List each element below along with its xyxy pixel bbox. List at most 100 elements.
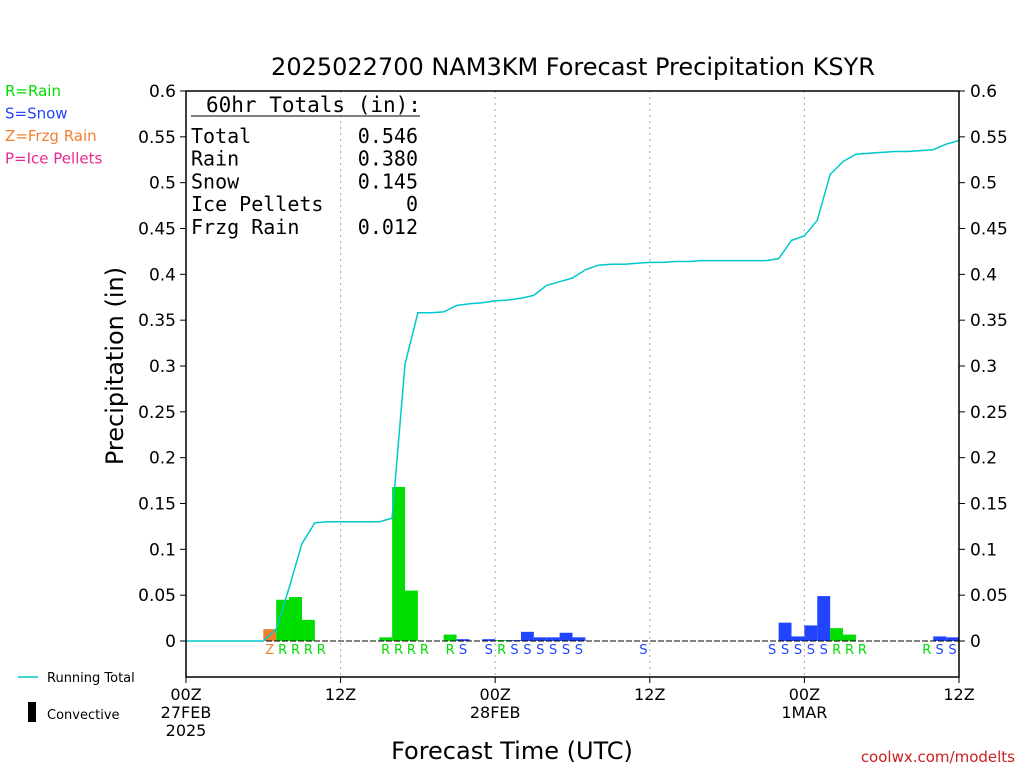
y-tick-label-right: 0.35 — [970, 311, 1008, 331]
precip-type-label: R — [291, 643, 300, 658]
precip-bar — [804, 625, 818, 641]
totals-label: Frzg Rain — [191, 215, 299, 239]
totals-label: Ice Pellets — [191, 192, 323, 216]
precip-bar — [933, 636, 947, 641]
type-legend-item: S=Snow — [5, 105, 68, 123]
precip-type-label: S — [781, 643, 789, 658]
totals-value: 0.380 — [358, 147, 418, 171]
convective-legend-swatch — [28, 702, 36, 722]
totals-box: 60hr Totals (in): Total 0.546 Rain 0.380 Sno… — [191, 93, 421, 239]
type-legend-item: R=Rain — [5, 82, 61, 100]
grid-layer — [340, 91, 805, 677]
totals-value: 0.145 — [358, 169, 418, 193]
bar-layer — [263, 487, 959, 641]
y-tick-label-right: 0.45 — [970, 220, 1008, 240]
precip-type-label: Z — [265, 643, 274, 658]
y-tick-label-left: 0.05 — [138, 586, 176, 606]
y-tick-label-right: 0 — [970, 632, 981, 652]
x-tick-label: 1MAR — [781, 703, 827, 722]
x-tick-label: 27FEB — [161, 703, 212, 722]
precip-type-label: S — [536, 643, 544, 658]
x-tick-label: 00Z — [789, 685, 820, 704]
y-tick-label-left: 0.1 — [149, 540, 176, 560]
bottom-legend: Running Total Convective — [18, 671, 135, 723]
type-legend-item: Z=Frzg Rain — [5, 127, 97, 145]
y-tick-label-left: 0.6 — [149, 82, 176, 102]
precip-bar — [301, 619, 315, 641]
y-tick-label-right: 0.05 — [970, 586, 1008, 606]
precip-bar — [946, 637, 959, 641]
y-tick-label-right: 0.3 — [970, 357, 997, 377]
y-tick-label-left: 0.4 — [149, 265, 176, 285]
precip-type-label: S — [523, 643, 531, 658]
running-total-legend-label: Running Total — [47, 671, 135, 686]
y-tick-label-left: 0.35 — [138, 311, 176, 331]
precip-type-label: R — [304, 643, 313, 658]
precip-type-label: S — [510, 643, 518, 658]
totals-value: 0 — [406, 192, 418, 216]
precip-bar — [778, 622, 792, 641]
axis-layer: 0 0 0.05 0.05 0.1 0.1 0.15 0.15 0.2 0.2 0.25 0.25 0.… — [138, 82, 1008, 740]
y-tick-label-right: 0.6 — [970, 82, 997, 102]
precip-type-label: R — [446, 643, 455, 658]
precip-type-label: S — [639, 643, 647, 658]
precip-type-label: S — [820, 643, 828, 658]
convective-legend-label: Convective — [47, 708, 120, 723]
precip-bar — [533, 637, 547, 641]
totals-title: 60hr Totals (in): — [206, 93, 421, 117]
x-tick-label: 00Z — [480, 685, 511, 704]
precip-type-label: R — [845, 643, 854, 658]
precip-bar — [456, 639, 470, 641]
y-tick-label-right: 0.2 — [970, 449, 997, 469]
y-tick-label-left: 0.25 — [138, 403, 176, 423]
precip-bar — [289, 597, 302, 641]
y-tick-label-left: 0.55 — [138, 128, 176, 148]
precip-bar — [482, 639, 496, 641]
credit-text: coolwx.com/modelts — [861, 748, 1015, 766]
totals-value: 0.012 — [358, 215, 418, 239]
precip-bar — [546, 637, 560, 641]
totals-label: Snow — [191, 169, 240, 193]
precip-bar — [379, 637, 393, 641]
x-tick-label: 28FEB — [470, 703, 521, 722]
precip-type-label: S — [936, 643, 944, 658]
precip-type-label: R — [497, 643, 506, 658]
precip-type-label: R — [922, 643, 931, 658]
x-tick-label: 12Z — [943, 685, 974, 704]
precip-type-label: R — [420, 643, 429, 658]
precip-type-label: S — [807, 643, 815, 658]
precip-bar — [830, 628, 844, 641]
y-tick-label-left: 0 — [165, 632, 176, 652]
precip-bar — [276, 599, 290, 641]
totals-value: 0.546 — [358, 124, 418, 148]
y-tick-label-left: 0.5 — [149, 174, 176, 194]
precip-bar — [843, 634, 856, 641]
precip-bar — [520, 631, 534, 641]
y-tick-label-right: 0.25 — [970, 403, 1008, 423]
totals-label: Total — [191, 124, 251, 148]
precip-type-label: R — [278, 643, 287, 658]
running-total-line — [186, 139, 960, 642]
precip-bar — [572, 637, 586, 641]
precip-type-label: R — [832, 643, 841, 658]
y-tick-label-right: 0.5 — [970, 174, 997, 194]
totals-label: Rain — [191, 147, 239, 171]
x-tick-label: 12Z — [325, 685, 356, 704]
y-tick-label-right: 0.15 — [970, 495, 1008, 515]
precip-bar — [392, 487, 406, 641]
precip-type-label: R — [381, 643, 390, 658]
precip-type-label: R — [407, 643, 416, 658]
y-tick-label-left: 0.45 — [138, 220, 176, 240]
x-tick-label: 00Z — [170, 685, 201, 704]
precip-type-label: S — [459, 643, 467, 658]
precip-bar — [405, 590, 418, 641]
precip-type-label: R — [858, 643, 867, 658]
precip-type-label: S — [794, 643, 802, 658]
precip-type-label: S — [485, 643, 493, 658]
y-axis-label: Precipitation (in) — [101, 267, 129, 465]
line-layer — [186, 139, 960, 642]
y-tick-label-left: 0.2 — [149, 449, 176, 469]
precip-bar — [443, 634, 457, 641]
